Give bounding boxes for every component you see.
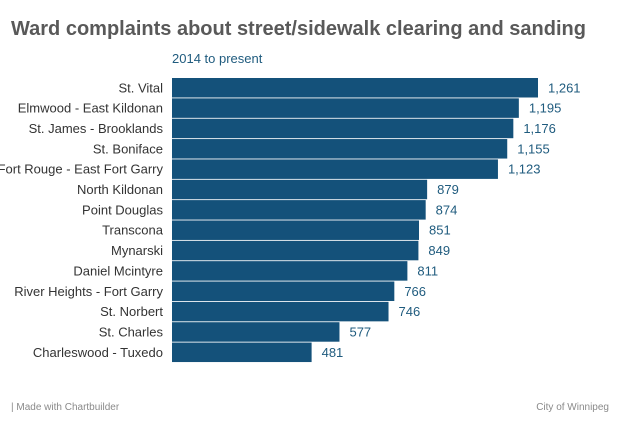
bar-0 bbox=[172, 78, 538, 98]
bar-13 bbox=[172, 342, 312, 363]
footer-source: City of Winnipeg bbox=[536, 402, 609, 413]
chart-title: Ward complaints about street/sidewalk cl… bbox=[11, 18, 586, 40]
bar-7 bbox=[172, 220, 419, 240]
value-label-2: 1,176 bbox=[523, 121, 556, 136]
category-label-7: Transcona bbox=[102, 223, 164, 238]
category-label-5: North Kildonan bbox=[77, 182, 163, 197]
value-label-0: 1,261 bbox=[548, 80, 581, 95]
chart-subtitle: 2014 to present bbox=[172, 51, 263, 66]
category-label-0: St. Vital bbox=[118, 80, 163, 95]
bar-5 bbox=[172, 179, 428, 200]
category-label-8: Mynarski bbox=[111, 243, 163, 258]
category-label-6: Point Douglas bbox=[82, 202, 163, 217]
value-label-5: 879 bbox=[437, 182, 459, 197]
bar-10 bbox=[172, 281, 395, 301]
value-label-12: 577 bbox=[349, 324, 371, 339]
category-label-10: River Heights - Fort Garry bbox=[14, 284, 163, 299]
bar-6 bbox=[172, 200, 426, 220]
value-label-1: 1,195 bbox=[529, 101, 562, 116]
category-label-11: St. Norbert bbox=[100, 304, 163, 319]
category-label-1: Elmwood - East Kildonan bbox=[18, 101, 163, 116]
bar-1 bbox=[172, 98, 519, 118]
value-label-8: 849 bbox=[428, 243, 450, 258]
bar-2 bbox=[172, 118, 514, 139]
bar-4 bbox=[172, 159, 498, 179]
category-label-3: St. Boniface bbox=[93, 141, 163, 156]
bar-12 bbox=[172, 322, 340, 342]
value-label-4: 1,123 bbox=[508, 162, 541, 177]
bar-8 bbox=[172, 240, 419, 261]
value-label-7: 851 bbox=[429, 223, 451, 238]
value-label-13: 481 bbox=[322, 345, 344, 360]
value-label-9: 811 bbox=[417, 263, 438, 278]
category-label-13: Charleswood - Tuxedo bbox=[33, 345, 163, 360]
value-label-6: 874 bbox=[436, 202, 458, 217]
category-label-12: St. Charles bbox=[99, 324, 164, 339]
value-label-10: 766 bbox=[404, 284, 426, 299]
category-label-9: Daniel Mcintyre bbox=[73, 263, 163, 278]
footer-credit: | Made with Chartbuilder bbox=[11, 402, 120, 413]
bar-9 bbox=[172, 261, 408, 281]
category-label-4: Fort Rouge - East Fort Garry bbox=[0, 162, 163, 177]
category-label-2: St. James - Brooklands bbox=[29, 121, 164, 136]
value-label-11: 746 bbox=[399, 304, 421, 319]
value-label-3: 1,155 bbox=[517, 141, 550, 156]
bar-3 bbox=[172, 139, 508, 159]
bar-11 bbox=[172, 301, 389, 322]
